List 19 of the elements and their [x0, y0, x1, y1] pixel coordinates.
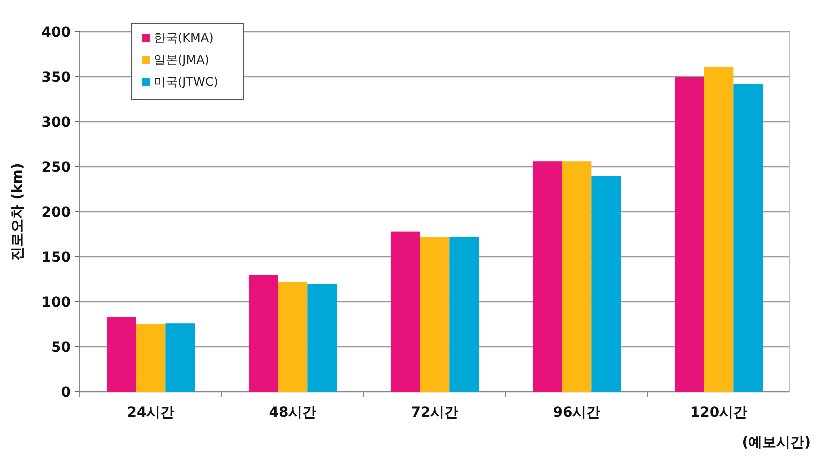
x-tick-label: 48시간	[269, 405, 317, 421]
legend-label: 미국(JTWC)	[154, 75, 218, 89]
y-tick-label: 200	[42, 205, 72, 221]
y-tick-label: 50	[52, 340, 72, 356]
y-tick-label: 400	[42, 25, 72, 41]
x-tick-label: 120시간	[690, 405, 748, 421]
x-tick-label: 96시간	[553, 405, 601, 421]
y-tick-label: 0	[61, 385, 72, 401]
legend-label: 일본(JMA)	[154, 53, 210, 67]
y-tick-label: 300	[42, 115, 72, 131]
y-tick-label: 250	[42, 160, 72, 176]
y-axis-title: 진로오차 (km)	[10, 163, 26, 261]
y-tick-label: 100	[42, 295, 72, 311]
y-tick-label: 350	[42, 70, 72, 86]
y-tick-label: 150	[42, 250, 72, 266]
x-axis-title: (예보시간)	[742, 435, 811, 451]
x-tick-label: 24시간	[127, 405, 175, 421]
legend-label: 한국(KMA)	[154, 31, 214, 45]
x-tick-label: 72시간	[411, 405, 459, 421]
